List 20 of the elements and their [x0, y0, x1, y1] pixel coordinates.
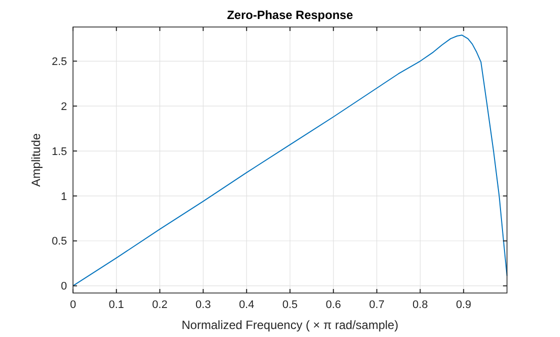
y-tick-label: 0 — [60, 280, 67, 293]
x-tick-label: 0.2 — [152, 299, 168, 311]
x-tick-label: 0.6 — [326, 299, 342, 311]
x-tick-label: 0.3 — [196, 299, 211, 311]
x-tick-label: 0.5 — [282, 299, 298, 311]
chart-title: Zero-Phase Response — [226, 8, 354, 22]
line-series — [72, 34, 508, 286]
y-axis-title: Amplitude — [29, 133, 43, 187]
y-tick-label: 0.5 — [52, 236, 67, 248]
x-tick-label: 0.7 — [369, 299, 384, 311]
y-tick-label: 2 — [60, 100, 67, 113]
y-tick-label: 1 — [60, 190, 67, 203]
x-tick-label: 0.1 — [108, 299, 124, 311]
x-axis-title: Normalized Frequency ( × π rad/sample) — [182, 318, 398, 332]
x-tick-label: 0.8 — [412, 299, 428, 311]
x-tick-label: 0.4 — [238, 299, 254, 311]
x-tick-label: 0 — [70, 299, 76, 311]
y-tick-label: 1.5 — [52, 146, 67, 158]
x-tick-label: 0.9 — [456, 299, 472, 311]
y-tick-label: 2.5 — [52, 56, 67, 68]
